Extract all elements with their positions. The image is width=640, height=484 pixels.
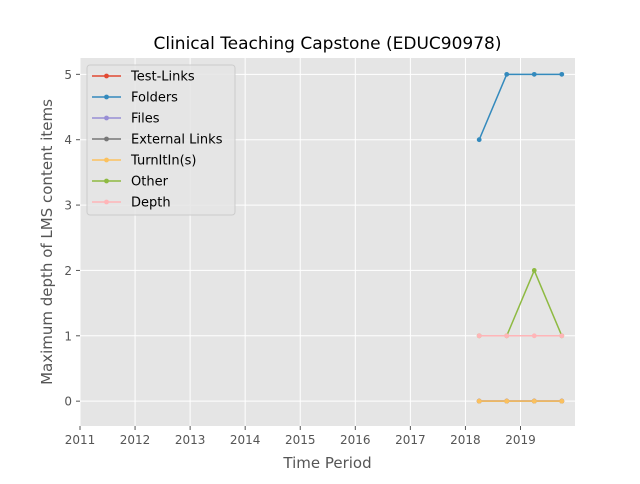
x-tick-label: 2018 <box>450 433 481 447</box>
data-point <box>476 137 482 143</box>
data-point <box>531 268 537 273</box>
y-tick-label: 2 <box>64 264 72 278</box>
data-point <box>531 398 537 404</box>
series-folders <box>476 71 565 143</box>
legend-label: Other <box>131 175 169 190</box>
legend-label: Depth <box>131 196 171 211</box>
x-tick-label: 2017 <box>395 433 426 447</box>
y-tick-label: 1 <box>64 329 72 343</box>
legend-marker <box>104 157 109 163</box>
legend-item: TurnItIn(s) <box>92 154 196 169</box>
y-axis-ticks: 0 1 2 3 4 5 <box>64 68 80 409</box>
x-axis-label: Time Period <box>282 454 371 472</box>
legend-label: Test-Links <box>130 70 195 85</box>
data-point <box>559 333 565 339</box>
chart-title: Clinical Teaching Capstone (EDUC90978) <box>153 34 501 54</box>
data-point <box>504 398 510 404</box>
x-tick-label: 2011 <box>65 433 96 447</box>
x-tick-label: 2015 <box>285 433 316 447</box>
legend-item: Other <box>92 175 169 190</box>
legend-marker <box>104 73 109 79</box>
series-turnitin-s <box>476 398 565 404</box>
x-tick-label: 2014 <box>230 433 261 447</box>
legend-item: Folders <box>92 91 178 106</box>
series-depth <box>476 333 565 339</box>
legend-item: Files <box>92 112 160 127</box>
legend-label: Folders <box>131 91 178 106</box>
legend-box <box>86 64 236 216</box>
data-point <box>504 333 510 339</box>
legend-item: External Links <box>92 133 223 148</box>
y-tick-label: 3 <box>64 199 72 213</box>
data-point <box>531 71 537 77</box>
data-point <box>476 333 482 339</box>
data-point <box>504 71 510 77</box>
y-tick-label: 0 <box>64 395 72 409</box>
y-tick-label: 4 <box>64 133 72 147</box>
legend-marker <box>104 178 109 184</box>
legend-label: Files <box>131 112 160 127</box>
y-tick-label: 5 <box>64 68 72 82</box>
legend-marker <box>104 94 109 100</box>
series-line <box>478 73 562 141</box>
x-axis-ticks: 2011 2012 2013 2014 2015 2016 2017 2018 2019 <box>65 426 536 447</box>
legend-marker <box>104 115 109 121</box>
x-tick-label: 2019 <box>505 433 536 447</box>
legend-label: External Links <box>131 133 223 148</box>
legend-label: TurnItIn(s) <box>130 154 196 169</box>
x-tick-label: 2012 <box>120 433 151 447</box>
legend-item: Test-Links <box>92 70 195 85</box>
legend-marker <box>104 199 109 205</box>
x-tick-label: 2013 <box>175 433 206 447</box>
series-layer <box>476 71 565 404</box>
data-point <box>531 333 537 339</box>
legend-item: Depth <box>92 196 171 211</box>
legend-marker <box>104 136 109 142</box>
data-point <box>559 398 565 404</box>
y-axis-label: Maximum depth of LMS content items <box>38 99 56 385</box>
data-point <box>559 71 565 77</box>
legend: Test-Links Folders Files External Links Turn… <box>86 64 236 216</box>
data-point <box>476 398 482 404</box>
x-tick-label: 2016 <box>340 433 371 447</box>
